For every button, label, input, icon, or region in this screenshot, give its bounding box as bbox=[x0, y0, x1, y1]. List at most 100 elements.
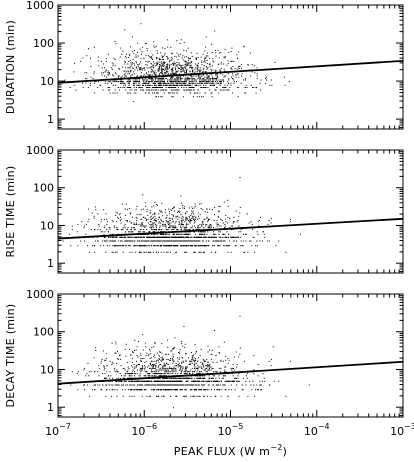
data-point bbox=[131, 89, 133, 91]
data-point bbox=[183, 325, 185, 327]
data-point bbox=[105, 395, 107, 397]
data-point bbox=[256, 75, 258, 77]
data-point bbox=[154, 215, 156, 217]
data-point bbox=[155, 87, 157, 88]
data-point bbox=[139, 84, 141, 86]
data-point bbox=[236, 81, 237, 83]
data-point bbox=[161, 79, 163, 81]
data-point bbox=[123, 377, 125, 379]
data-point bbox=[149, 236, 151, 238]
data-point bbox=[157, 251, 159, 253]
data-point bbox=[145, 355, 147, 357]
data-point bbox=[160, 218, 162, 220]
data-point bbox=[130, 373, 132, 375]
data-point bbox=[181, 202, 183, 204]
data-point bbox=[156, 64, 158, 66]
data-point bbox=[116, 377, 118, 379]
data-point bbox=[209, 78, 211, 80]
data-point bbox=[194, 369, 196, 371]
data-point bbox=[93, 384, 95, 386]
fit-line bbox=[57, 217, 404, 240]
data-point bbox=[190, 64, 192, 66]
data-point bbox=[165, 236, 167, 238]
data-point bbox=[234, 356, 235, 358]
data-point bbox=[156, 389, 158, 391]
data-point bbox=[92, 78, 94, 80]
data-point bbox=[270, 222, 272, 224]
data-point bbox=[138, 84, 140, 86]
data-point bbox=[106, 223, 108, 225]
data-point bbox=[184, 70, 185, 72]
data-point bbox=[197, 245, 199, 247]
data-point bbox=[237, 377, 239, 379]
data-point bbox=[140, 87, 142, 88]
data-point bbox=[172, 217, 174, 219]
data-point bbox=[152, 214, 154, 216]
data-point bbox=[176, 71, 178, 73]
data-point bbox=[149, 75, 151, 77]
data-point bbox=[220, 359, 222, 361]
data-point bbox=[120, 380, 122, 382]
data-point bbox=[94, 384, 96, 386]
data-point bbox=[212, 60, 214, 62]
data-point bbox=[149, 55, 151, 57]
data-point bbox=[212, 69, 214, 71]
data-point bbox=[199, 214, 201, 216]
data-point bbox=[104, 75, 105, 77]
data-point bbox=[289, 360, 291, 362]
data-point bbox=[215, 73, 217, 75]
data-point bbox=[199, 78, 201, 80]
data-point bbox=[112, 233, 114, 235]
data-point bbox=[148, 373, 150, 375]
data-point bbox=[149, 362, 151, 364]
data-point bbox=[142, 384, 144, 386]
data-point bbox=[167, 240, 169, 242]
data-point bbox=[159, 78, 161, 80]
data-point bbox=[149, 223, 151, 225]
data-point bbox=[161, 76, 163, 78]
data-point bbox=[251, 245, 253, 247]
data-point bbox=[162, 68, 164, 70]
data-point bbox=[191, 55, 193, 57]
data-point bbox=[151, 69, 153, 71]
data-point bbox=[173, 233, 175, 235]
data-point bbox=[192, 210, 194, 212]
data-point bbox=[151, 68, 153, 70]
data-point bbox=[205, 365, 207, 367]
data-point bbox=[181, 377, 183, 379]
data-point bbox=[240, 231, 242, 233]
data-point bbox=[162, 55, 164, 57]
data-point bbox=[184, 81, 185, 83]
data-point bbox=[144, 227, 146, 229]
data-point bbox=[169, 233, 170, 235]
data-point bbox=[103, 365, 105, 367]
data-point bbox=[144, 84, 146, 86]
data-point bbox=[122, 384, 124, 386]
data-point bbox=[140, 251, 142, 253]
data-point bbox=[131, 240, 133, 242]
data-point bbox=[121, 81, 123, 83]
data-point bbox=[128, 373, 130, 375]
data-point bbox=[131, 74, 133, 76]
data-point bbox=[189, 75, 191, 77]
data-point bbox=[157, 231, 159, 233]
data-point bbox=[233, 236, 235, 238]
data-point bbox=[120, 47, 122, 49]
data-point bbox=[111, 361, 113, 363]
data-point bbox=[183, 70, 184, 72]
data-point bbox=[109, 389, 111, 391]
data-point bbox=[187, 233, 189, 235]
data-point bbox=[239, 177, 241, 178]
data-point bbox=[119, 213, 121, 215]
data-point bbox=[77, 389, 79, 391]
data-point bbox=[168, 92, 169, 94]
data-point bbox=[88, 375, 90, 377]
data-point bbox=[140, 389, 142, 391]
data-point bbox=[105, 76, 107, 78]
data-point bbox=[146, 240, 148, 242]
data-point bbox=[192, 371, 194, 373]
data-point bbox=[153, 216, 154, 218]
data-point bbox=[232, 375, 234, 377]
data-point bbox=[171, 380, 173, 382]
data-point bbox=[163, 92, 165, 94]
